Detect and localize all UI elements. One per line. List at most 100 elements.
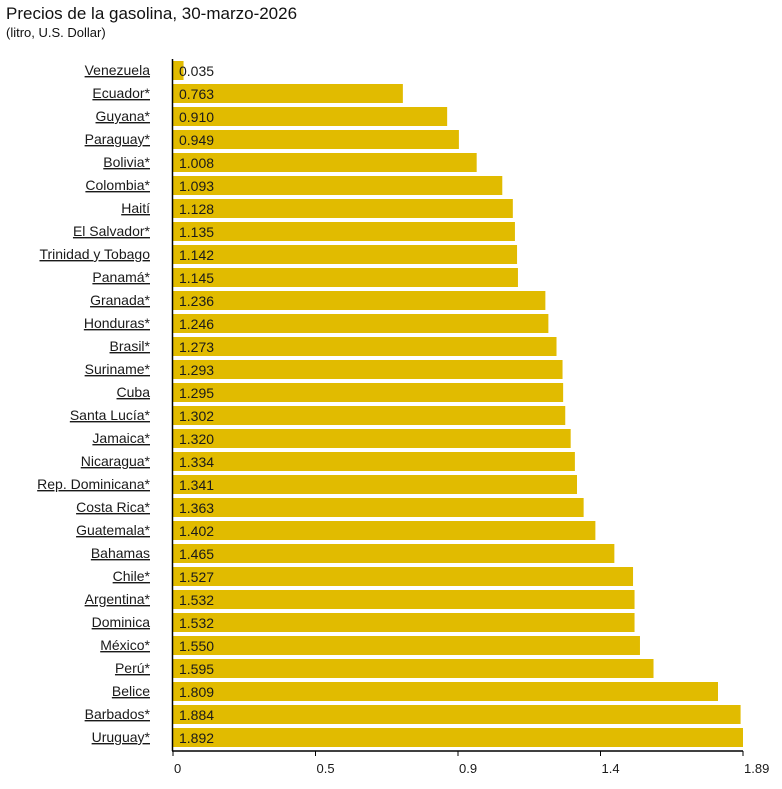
category-label[interactable]: Barbados* [85,706,151,722]
category-label[interactable]: Haití [121,200,150,216]
bar [173,153,477,172]
bar [173,498,584,517]
value-label: 0.949 [179,132,214,148]
bar [173,613,635,632]
value-label: 1.295 [179,385,214,401]
category-label[interactable]: Panamá* [92,269,150,285]
x-tick-label: 1.89 [744,761,769,776]
value-label: 1.532 [179,592,214,608]
bar [173,268,518,287]
bar [173,406,566,425]
value-label: 0.035 [179,63,214,79]
category-label[interactable]: Perú* [115,660,151,676]
value-label: 1.550 [179,638,214,654]
bar [173,682,718,701]
value-label: 1.341 [179,477,214,493]
value-label: 1.145 [179,270,214,286]
value-label: 1.402 [179,523,214,539]
category-label[interactable]: Chile* [113,568,151,584]
bar [173,222,515,241]
category-labels: Venezuela Ecuador* Guyana* Paraguay* Bolivi… [37,62,150,745]
category-label[interactable]: Costa Rica* [76,499,150,515]
value-label: 1.142 [179,247,214,263]
bar [173,705,741,724]
value-label: 1.293 [179,362,214,378]
value-label: 1.320 [179,431,214,447]
bar [173,567,634,586]
x-tick-label: 0.5 [317,761,335,776]
bar [173,360,563,379]
value-label: 1.884 [179,707,214,723]
value-label: 1.008 [179,155,214,171]
x-tick-label: 1.4 [602,761,620,776]
category-label[interactable]: Jamaica* [92,430,150,446]
bar [173,107,448,126]
category-label[interactable]: Rep. Dominicana* [37,476,150,492]
bar [173,176,503,195]
bar [173,383,564,402]
category-label[interactable]: Bahamas [91,545,150,561]
axes: 0 0.5 0.9 1.4 1.89 [171,59,769,776]
x-tick-label: 0 [174,761,181,776]
category-label[interactable]: Granada* [90,292,150,308]
bar [173,452,575,471]
bar [173,291,546,310]
category-label[interactable]: Nicaragua* [81,453,151,469]
category-label[interactable]: Santa Lucía* [70,407,151,423]
bar [173,314,549,333]
value-label: 1.363 [179,500,214,516]
category-label[interactable]: Suriname* [85,361,151,377]
category-label[interactable]: Venezuela [85,62,151,78]
chart-subtitle: (litro, U.S. Dollar) [6,25,106,40]
category-label[interactable]: Ecuador* [92,85,150,101]
bar [173,521,596,540]
category-label[interactable]: Brasil* [110,338,151,354]
value-label: 1.093 [179,178,214,194]
value-label: 1.135 [179,224,214,240]
value-label: 1.246 [179,316,214,332]
x-tick-label: 0.9 [459,761,477,776]
category-label[interactable]: Paraguay* [85,131,151,147]
bar [173,636,640,655]
category-label[interactable]: Colombia* [85,177,150,193]
category-label[interactable]: Uruguay* [92,729,151,745]
bar [173,659,654,678]
bar [173,61,184,80]
value-label: 1.892 [179,730,214,746]
bars-layer [173,61,743,747]
bar [173,590,635,609]
category-label[interactable]: El Salvador* [73,223,151,239]
value-label: 1.273 [179,339,214,355]
category-label[interactable]: Bolivia* [103,154,150,170]
value-label: 1.334 [179,454,214,470]
bar [173,199,513,218]
value-label: 1.527 [179,569,214,585]
value-label: 1.465 [179,546,214,562]
category-label[interactable]: Honduras* [84,315,151,331]
category-label[interactable]: México* [100,637,150,653]
category-label[interactable]: Trinidad y Tobago [39,246,150,262]
category-label[interactable]: Guatemala* [76,522,150,538]
bar [173,475,578,494]
bar [173,544,615,563]
chart-title: Precios de la gasolina, 30-marzo-2026 [6,4,298,23]
value-label: 0.763 [179,86,214,102]
category-label[interactable]: Dominica [92,614,151,630]
value-label: 1.595 [179,661,214,677]
category-label[interactable]: Cuba [117,384,151,400]
value-label: 0.910 [179,109,214,125]
value-label: 1.532 [179,615,214,631]
bar [173,84,403,103]
value-label: 1.302 [179,408,214,424]
category-label[interactable]: Guyana* [96,108,151,124]
bar [173,728,743,747]
value-label: 1.809 [179,684,214,700]
bar [173,245,518,264]
bar [173,130,459,149]
category-label[interactable]: Argentina* [85,591,151,607]
bar [173,337,557,356]
value-labels: 0.035 0.763 0.910 0.949 1.008 1.093 1.128 1.135… [179,63,214,746]
value-label: 1.128 [179,201,214,217]
category-label[interactable]: Belice [112,683,150,699]
